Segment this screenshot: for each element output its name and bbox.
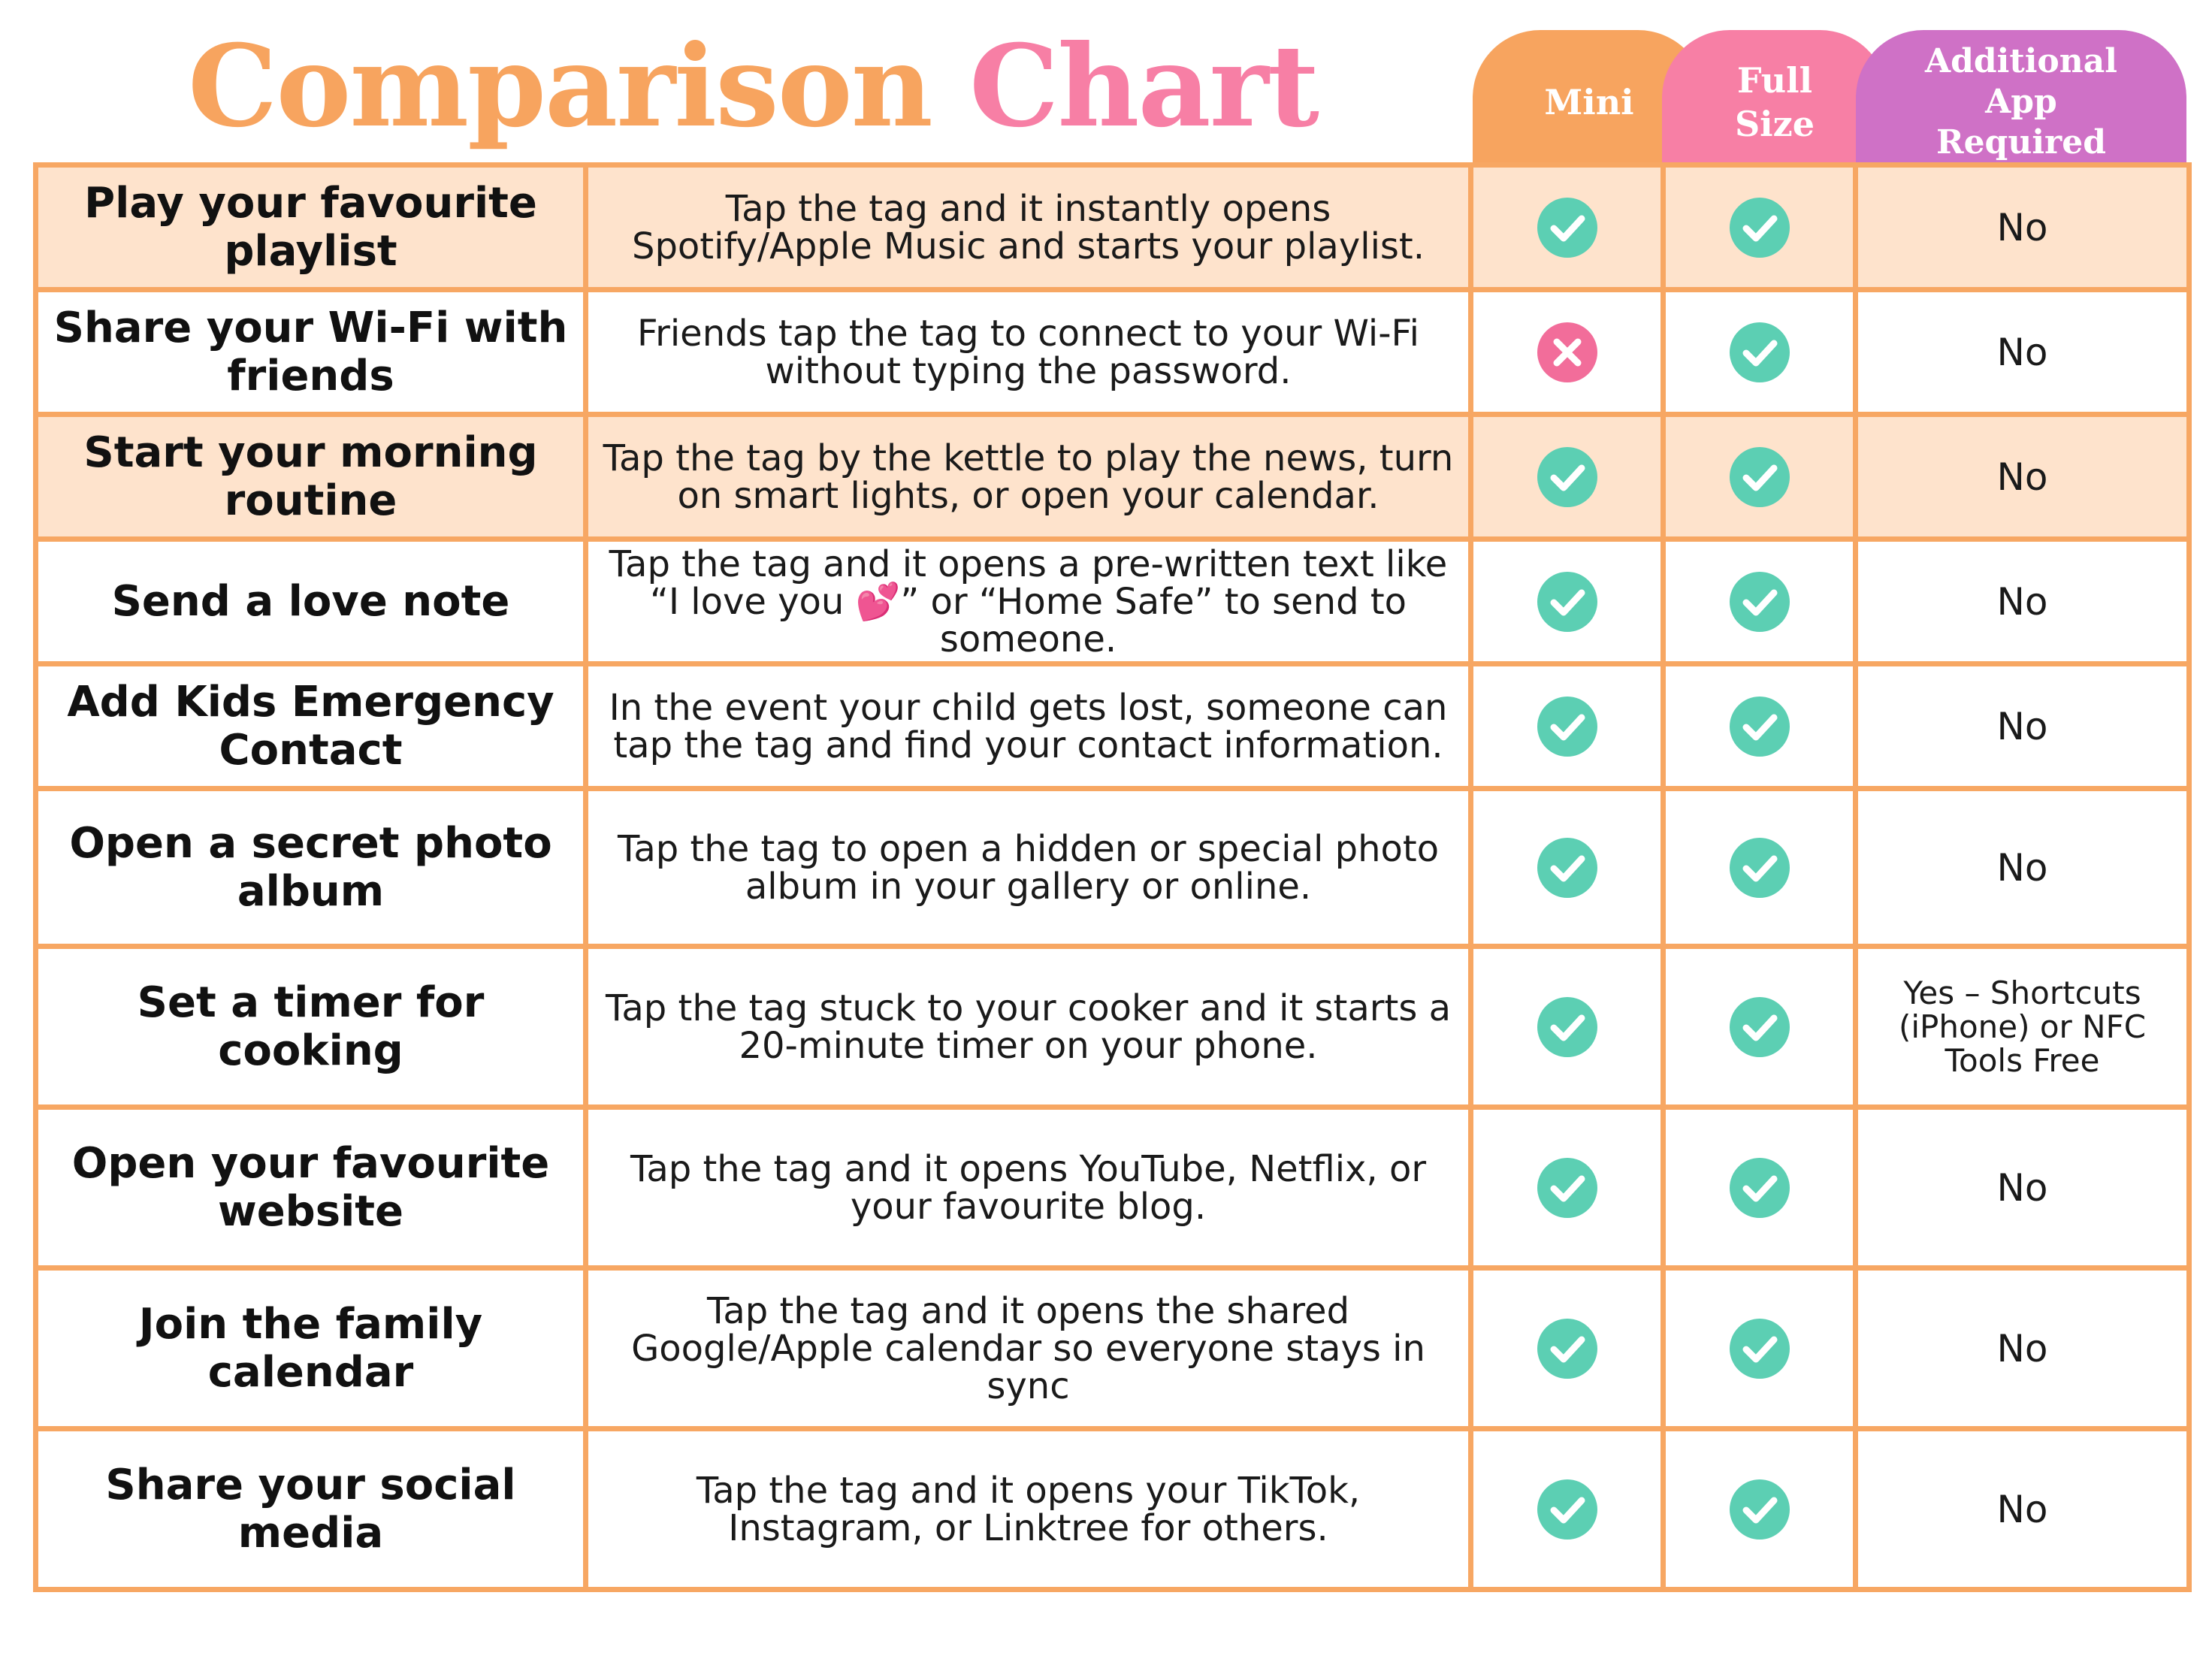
additional-app-cell: No — [1853, 661, 2192, 791]
description-cell: Tap the tag to open a hidden or special … — [583, 786, 1473, 949]
description-cell: Tap the tag stuck to your cooker and it … — [583, 944, 1473, 1110]
use-case-cell: Join the family calendar — [33, 1265, 588, 1431]
comparison-table: Play your favourite playlist Tap the tag … — [33, 162, 2192, 1592]
description-cell: Tap the tag and it opens your TikTok, In… — [583, 1426, 1473, 1592]
use-case-cell: Start your morning routine — [33, 412, 588, 542]
full-size-availability-cell — [1661, 1426, 1858, 1592]
mini-availability-cell — [1468, 162, 1666, 292]
additional-app-cell: Yes – Shortcuts (iPhone) or NFC Tools Fr… — [1853, 944, 2192, 1110]
full-size-availability-cell — [1661, 1265, 1858, 1431]
check-icon — [1729, 1479, 1790, 1540]
check-icon — [1537, 1318, 1598, 1379]
full-size-availability-cell — [1661, 1104, 1858, 1271]
column-header-additional-app: Additional App Required — [1856, 30, 2186, 165]
check-icon — [1729, 446, 1790, 508]
table-row: Share your Wi-Fi with friends Friends tap… — [33, 287, 2192, 417]
check-icon — [1729, 696, 1790, 757]
mini-availability-cell — [1468, 1104, 1666, 1271]
check-icon — [1729, 1318, 1790, 1379]
table-row: Open your favourite website Tap the tag a… — [33, 1104, 2192, 1271]
use-case-cell: Play your favourite playlist — [33, 162, 588, 292]
additional-app-cell: No — [1853, 162, 2192, 292]
page-title: Comparison Chart — [188, 15, 1319, 158]
additional-app-cell: No — [1853, 1104, 2192, 1271]
mini-availability-cell — [1468, 1426, 1666, 1592]
description-cell: Friends tap the tag to connect to your W… — [583, 287, 1473, 417]
cross-icon — [1537, 322, 1598, 383]
check-icon — [1537, 446, 1598, 508]
table-row: Play your favourite playlist Tap the tag … — [33, 162, 2192, 292]
use-case-cell: Share your social media — [33, 1426, 588, 1592]
mini-availability-cell — [1468, 412, 1666, 542]
table-row: Add Kids Emergency Contact In the event y… — [33, 661, 2192, 791]
check-icon — [1729, 996, 1790, 1058]
full-size-availability-cell — [1661, 661, 1858, 791]
additional-app-cell: No — [1853, 786, 2192, 949]
full-size-availability-cell — [1661, 786, 1858, 949]
additional-app-cell: No — [1853, 1426, 2192, 1592]
additional-app-cell: No — [1853, 536, 2192, 666]
additional-app-cell: No — [1853, 412, 2192, 542]
check-icon — [1729, 197, 1790, 258]
table-row: Send a love note Tap the tag and it opens… — [33, 536, 2192, 666]
table-row: Share your social media Tap the tag and i… — [33, 1426, 2192, 1592]
mini-availability-cell — [1468, 944, 1666, 1110]
check-icon — [1729, 837, 1790, 899]
additional-app-cell: No — [1853, 1265, 2192, 1431]
use-case-cell: Share your Wi-Fi with friends — [33, 287, 588, 417]
description-cell: Tap the tag and it opens the shared Goog… — [583, 1265, 1473, 1431]
mini-availability-cell — [1468, 287, 1666, 417]
check-icon — [1537, 1157, 1598, 1219]
description-cell: In the event your child gets lost, someo… — [583, 661, 1473, 791]
table-row: Open a secret photo album Tap the tag to … — [33, 786, 2192, 949]
check-icon — [1537, 197, 1598, 258]
title-part-2: Chart — [969, 20, 1319, 153]
check-icon — [1537, 696, 1598, 757]
full-size-availability-cell — [1661, 287, 1858, 417]
use-case-cell: Open your favourite website — [33, 1104, 588, 1271]
mini-availability-cell — [1468, 786, 1666, 949]
check-icon — [1537, 571, 1598, 633]
check-icon — [1537, 1479, 1598, 1540]
full-size-availability-cell — [1661, 944, 1858, 1110]
description-cell: Tap the tag and it opens a pre-written t… — [583, 536, 1473, 666]
full-size-availability-cell — [1661, 536, 1858, 666]
use-case-cell: Add Kids Emergency Contact — [33, 661, 588, 791]
check-icon — [1729, 1157, 1790, 1219]
check-icon — [1729, 322, 1790, 383]
mini-availability-cell — [1468, 536, 1666, 666]
check-icon — [1729, 571, 1790, 633]
use-case-cell: Set a timer for cooking — [33, 944, 588, 1110]
mini-availability-cell — [1468, 661, 1666, 791]
use-case-cell: Send a love note — [33, 536, 588, 666]
full-size-availability-cell — [1661, 412, 1858, 542]
additional-app-cell: No — [1853, 287, 2192, 417]
check-icon — [1537, 996, 1598, 1058]
table-row: Join the family calendar Tap the tag and … — [33, 1265, 2192, 1431]
column-header-full-size: Full Size — [1662, 30, 1887, 165]
check-icon — [1537, 837, 1598, 899]
description-cell: Tap the tag and it opens YouTube, Netfli… — [583, 1104, 1473, 1271]
full-size-availability-cell — [1661, 162, 1858, 292]
table-row: Start your morning routine Tap the tag by… — [33, 412, 2192, 542]
title-part-1: Comparison — [188, 20, 933, 153]
mini-availability-cell — [1468, 1265, 1666, 1431]
table-row: Set a timer for cooking Tap the tag stuck… — [33, 944, 2192, 1110]
description-cell: Tap the tag by the kettle to play the ne… — [583, 412, 1473, 542]
description-cell: Tap the tag and it instantly opens Spoti… — [583, 162, 1473, 292]
use-case-cell: Open a secret photo album — [33, 786, 588, 949]
